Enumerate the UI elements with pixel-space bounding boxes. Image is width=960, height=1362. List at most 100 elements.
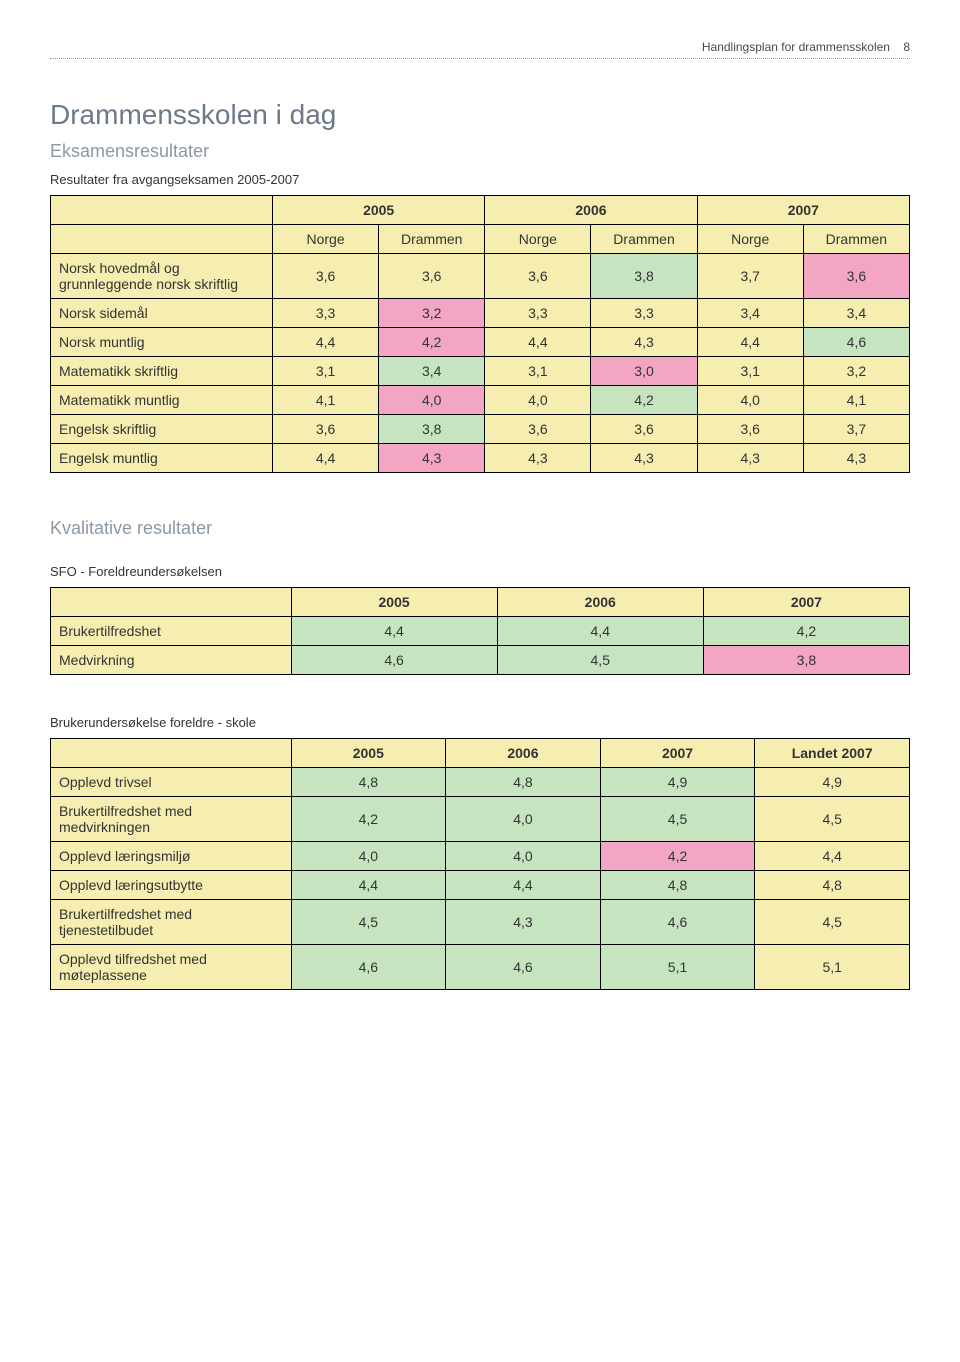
table-cell: 4,2 bbox=[291, 797, 446, 842]
table-cell: 4,3 bbox=[446, 900, 601, 945]
table-row: Brukertilfredshet med tjenestetilbudet4,… bbox=[51, 900, 910, 945]
col-blank bbox=[51, 739, 292, 768]
exam-cell: 4,1 bbox=[272, 386, 378, 415]
exam-cell: 3,7 bbox=[803, 415, 909, 444]
sfo-table: 200520062007 Brukertilfredshet4,44,44,2M… bbox=[50, 587, 910, 675]
exam-cell: 3,7 bbox=[697, 254, 803, 299]
exam-cell: 3,0 bbox=[591, 357, 697, 386]
exam-cell: 4,3 bbox=[697, 444, 803, 473]
parent-table: 200520062007Landet 2007 Opplevd trivsel4… bbox=[50, 738, 910, 990]
table-cell: 4,5 bbox=[497, 646, 703, 675]
exam-cell: 4,3 bbox=[485, 444, 591, 473]
exam-cell: 3,6 bbox=[379, 254, 485, 299]
exam-cell: 3,6 bbox=[803, 254, 909, 299]
exam-cell: 4,2 bbox=[591, 386, 697, 415]
table-row: Engelsk skriftlig3,63,83,63,63,63,7 bbox=[51, 415, 910, 444]
exam-cell: 3,2 bbox=[803, 357, 909, 386]
table-cell: 4,5 bbox=[755, 797, 910, 842]
exam-cell: 3,4 bbox=[697, 299, 803, 328]
table-cell: 4,2 bbox=[600, 842, 755, 871]
table-row: Opplevd læringsmiljø4,04,04,24,4 bbox=[51, 842, 910, 871]
table-cell: 4,0 bbox=[446, 797, 601, 842]
exam-table: 200520062007NorgeDrammenNorgeDrammenNorg… bbox=[50, 195, 910, 473]
exam-cell: 3,6 bbox=[591, 415, 697, 444]
exam-cell: 4,3 bbox=[803, 444, 909, 473]
table-cell: 3,8 bbox=[703, 646, 909, 675]
exam-cell: 3,1 bbox=[485, 357, 591, 386]
exam-year-2005: 2005 bbox=[272, 196, 484, 225]
table-cell: 4,6 bbox=[600, 900, 755, 945]
table-cell: 4,6 bbox=[446, 945, 601, 990]
col-header: 2006 bbox=[497, 588, 703, 617]
table-cell: 4,0 bbox=[291, 842, 446, 871]
page-header: Handlingsplan for drammensskolen 8 bbox=[50, 40, 910, 59]
col-header: 2005 bbox=[291, 588, 497, 617]
table-cell: 4,8 bbox=[291, 768, 446, 797]
table-row: Norsk hovedmål og grunnleggende norsk sk… bbox=[51, 254, 910, 299]
exam-year-2007: 2007 bbox=[697, 196, 909, 225]
exam-cell: 3,3 bbox=[272, 299, 378, 328]
table-row: Brukertilfredshet4,44,44,2 bbox=[51, 617, 910, 646]
kvalitative-title: Kvalitative resultater bbox=[50, 518, 910, 539]
exam-cell: 3,3 bbox=[485, 299, 591, 328]
exam-cell: 4,6 bbox=[803, 328, 909, 357]
row-label: Opplevd læringsutbytte bbox=[51, 871, 292, 900]
parent-caption: Brukerundersøkelse foreldre - skole bbox=[50, 715, 910, 730]
exam-subcol-1: Drammen bbox=[379, 225, 485, 254]
exam-row-label: Norsk sidemål bbox=[51, 299, 273, 328]
table-cell: 4,6 bbox=[291, 646, 497, 675]
exam-cell: 4,0 bbox=[485, 386, 591, 415]
table-cell: 5,1 bbox=[600, 945, 755, 990]
exam-subcol-3: Drammen bbox=[591, 225, 697, 254]
exam-subcol-4: Norge bbox=[697, 225, 803, 254]
exam-cell: 4,2 bbox=[379, 328, 485, 357]
exam-cell: 3,1 bbox=[272, 357, 378, 386]
exam-subcol-2: Norge bbox=[485, 225, 591, 254]
row-label: Brukertilfredshet bbox=[51, 617, 292, 646]
exam-row-label: Matematikk skriftlig bbox=[51, 357, 273, 386]
table-cell: 4,5 bbox=[600, 797, 755, 842]
table-row: Opplevd trivsel4,84,84,94,9 bbox=[51, 768, 910, 797]
exam-cell: 4,4 bbox=[272, 328, 378, 357]
parent-table-body: Opplevd trivsel4,84,84,94,9 Brukertilfred… bbox=[51, 768, 910, 990]
table-cell: 4,4 bbox=[755, 842, 910, 871]
exam-cell: 4,3 bbox=[591, 328, 697, 357]
exam-col-blank2 bbox=[51, 225, 273, 254]
table-cell: 4,4 bbox=[497, 617, 703, 646]
exam-subcol-5: Drammen bbox=[803, 225, 909, 254]
parent-table-head: 200520062007Landet 2007 bbox=[51, 739, 910, 768]
exam-cell: 3,2 bbox=[379, 299, 485, 328]
exam-cell: 3,8 bbox=[379, 415, 485, 444]
table-cell: 4,8 bbox=[446, 768, 601, 797]
col-blank bbox=[51, 588, 292, 617]
table-row: Norsk sidemål3,33,23,33,33,43,4 bbox=[51, 299, 910, 328]
exam-cell: 4,0 bbox=[379, 386, 485, 415]
table-cell: 4,0 bbox=[446, 842, 601, 871]
col-header: 2005 bbox=[291, 739, 446, 768]
exam-cell: 4,3 bbox=[379, 444, 485, 473]
table-cell: 4,8 bbox=[600, 871, 755, 900]
exam-table-head: 200520062007NorgeDrammenNorgeDrammenNorg… bbox=[51, 196, 910, 254]
exam-cell: 3,6 bbox=[485, 415, 591, 444]
table-cell: 4,4 bbox=[446, 871, 601, 900]
col-header: 2007 bbox=[600, 739, 755, 768]
exam-cell: 3,8 bbox=[591, 254, 697, 299]
exam-row-label: Matematikk muntlig bbox=[51, 386, 273, 415]
table-cell: 4,8 bbox=[755, 871, 910, 900]
table-cell: 4,5 bbox=[755, 900, 910, 945]
table-cell: 4,9 bbox=[600, 768, 755, 797]
col-header: 2007 bbox=[703, 588, 909, 617]
exam-cell: 3,3 bbox=[591, 299, 697, 328]
exam-cell: 3,6 bbox=[272, 415, 378, 444]
exam-cell: 4,0 bbox=[697, 386, 803, 415]
sfo-table-head: 200520062007 bbox=[51, 588, 910, 617]
header-title: Handlingsplan for drammensskolen bbox=[702, 40, 890, 54]
exam-row-label: Norsk muntlig bbox=[51, 328, 273, 357]
table-row: Engelsk muntlig4,44,34,34,34,34,3 bbox=[51, 444, 910, 473]
exam-table-body: Norsk hovedmål og grunnleggende norsk sk… bbox=[51, 254, 910, 473]
table-row: Opplevd tilfredshet med møteplassene4,64… bbox=[51, 945, 910, 990]
exam-cell: 4,3 bbox=[591, 444, 697, 473]
exam-cell: 3,6 bbox=[697, 415, 803, 444]
col-header: Landet 2007 bbox=[755, 739, 910, 768]
exam-row-label: Engelsk skriftlig bbox=[51, 415, 273, 444]
